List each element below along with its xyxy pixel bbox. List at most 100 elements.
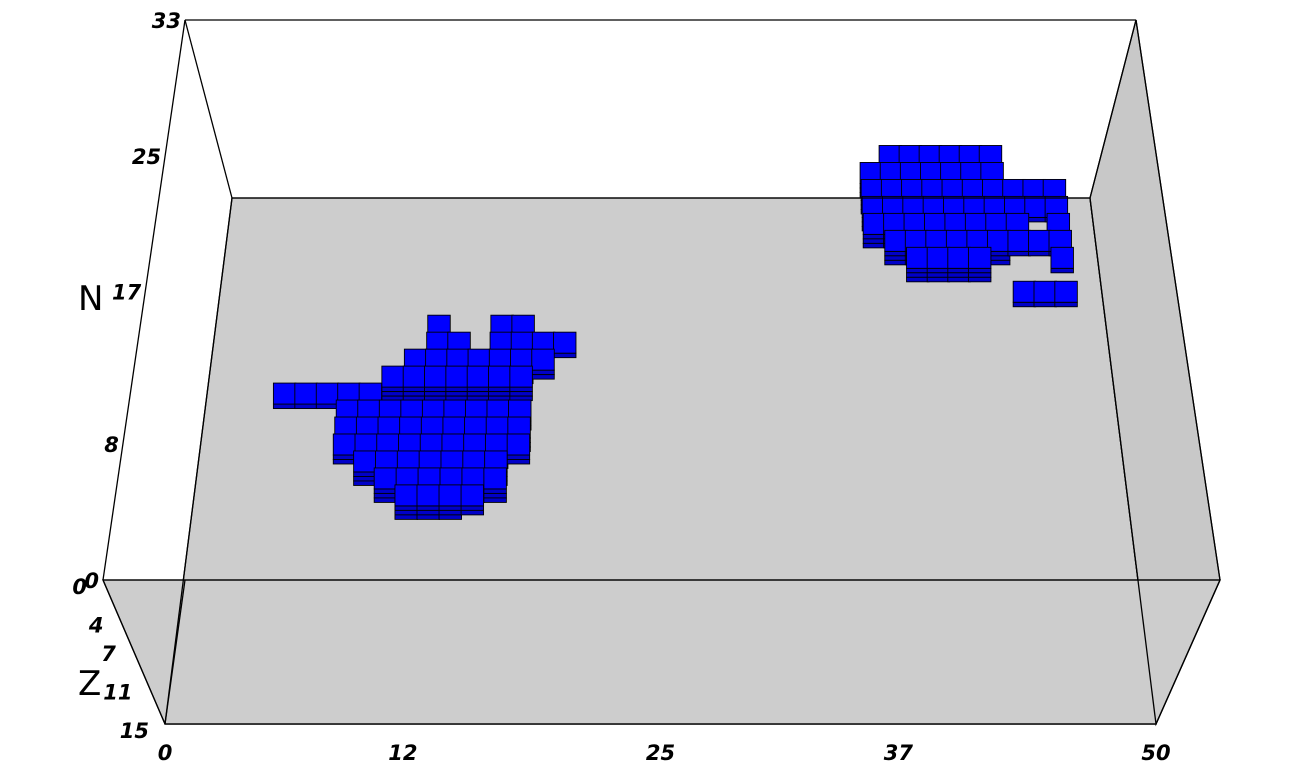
voxel-cube	[1054, 280, 1078, 303]
voxel-cube	[1007, 229, 1031, 252]
voxel-cube-side	[926, 267, 951, 274]
voxel-cube-side	[438, 509, 462, 516]
voxel-cube	[373, 467, 398, 490]
voxel-cube-side	[424, 386, 448, 393]
voxel-cube-side	[402, 386, 427, 393]
voxel-cube-side	[416, 509, 440, 516]
voxel-cube-side	[315, 403, 340, 410]
voxel-cube-side	[332, 454, 357, 460]
voxel-cube	[445, 365, 469, 388]
voxel-cube-side	[862, 233, 887, 240]
voxel-cube	[967, 246, 992, 269]
voxel-cube-side	[381, 386, 405, 393]
voxel-cube-side	[531, 374, 555, 380]
voxel-cube-side	[906, 272, 930, 278]
voxel-cube-side	[862, 242, 887, 249]
voxel-cube	[294, 382, 318, 405]
voxel-cube-side	[373, 492, 398, 499]
y-tick-label: 33	[152, 9, 181, 33]
voxel-cube-side	[884, 255, 908, 261]
voxel-cube	[926, 246, 951, 269]
voxel-cube	[509, 365, 533, 388]
voxel-cube-side	[294, 403, 318, 410]
voxel-cube	[1050, 246, 1074, 269]
voxel-cube	[460, 484, 485, 507]
voxel-cube-side	[332, 459, 357, 465]
voxel-cube-side	[272, 403, 297, 410]
voxel-cube	[394, 484, 418, 507]
voxel-cube	[353, 450, 377, 473]
voxel-cube-side	[1028, 250, 1052, 257]
voxel-cube-side	[445, 391, 469, 397]
voxel-cube-side	[531, 369, 555, 376]
voxel-cube	[402, 365, 427, 388]
voxel-cube-side	[553, 352, 577, 359]
voxel-cube-side	[353, 476, 377, 482]
voxel-cube-side	[906, 267, 930, 274]
voxel-cube-side	[506, 454, 531, 460]
voxel-cube-side	[353, 471, 377, 477]
x-tick-label: 12	[388, 741, 417, 765]
voxel-cube-side	[947, 272, 971, 278]
voxel-cube-side	[445, 386, 469, 393]
voxel-cube-side	[381, 391, 405, 397]
voxel-cube-side	[438, 505, 462, 511]
voxel-cube-side	[424, 391, 448, 397]
voxel-cube-side	[460, 509, 485, 516]
voxel-cube-side	[926, 272, 951, 278]
y-tick-label: 0	[84, 569, 99, 593]
voxel-cube-side	[416, 505, 440, 511]
voxel-cube-side	[947, 267, 971, 274]
x-tick-label: 37	[884, 741, 914, 765]
voxel-cube-side	[402, 391, 427, 397]
voxel-cube	[332, 433, 357, 456]
voxel-cube	[531, 348, 555, 371]
y-axis-title: N	[78, 279, 103, 319]
voxel-cube	[506, 433, 531, 456]
voxel-cube	[862, 212, 887, 235]
x-tick-label: 50	[1141, 741, 1170, 765]
voxel-cube-side	[488, 391, 512, 397]
x-tick-label: 0	[158, 741, 173, 765]
y-tick-label: 17	[112, 281, 142, 305]
voxel-cube-side	[947, 276, 971, 283]
voxel-cube-side	[373, 497, 398, 503]
z-tick-label: 15	[120, 719, 149, 743]
voxel-cube-side	[967, 267, 992, 274]
voxel-cube-side	[483, 488, 507, 494]
voxel-cube	[272, 382, 297, 405]
floor-face	[102, 579, 1222, 725]
voxel-cube-side	[884, 250, 908, 257]
voxel-cube-side	[416, 514, 440, 520]
y-tick-label: 25	[132, 145, 161, 169]
voxel-cube	[488, 365, 512, 388]
voxel-cube-side	[394, 505, 418, 511]
voxel-cube-side	[967, 272, 992, 278]
voxel-cube-side	[884, 259, 908, 266]
voxel-layer	[272, 145, 1078, 520]
voxel-cube-side	[483, 492, 507, 499]
axes-frame	[102, 19, 1221, 725]
voxel-cube-side	[466, 386, 491, 393]
voxel-cube	[906, 246, 930, 269]
z-tick-label: 0	[72, 575, 87, 599]
voxel-cube-side	[466, 391, 491, 397]
voxel-cube-side	[394, 514, 418, 520]
voxel-cube	[466, 365, 491, 388]
voxel-cube-side	[509, 386, 533, 393]
x-tick-label: 25	[646, 741, 675, 765]
voxel-cube-side	[967, 276, 992, 283]
voxel-cube	[483, 467, 507, 490]
voxel-cube-side	[1050, 267, 1074, 274]
voxel-cube-side	[506, 459, 531, 465]
z-tick-label: 7	[101, 642, 116, 666]
voxel-cube	[1033, 280, 1057, 303]
voxel-cube	[438, 484, 462, 507]
voxel-cube-side	[373, 488, 398, 494]
z-axis-title: Z	[78, 664, 101, 704]
voxel-cube-side	[1054, 301, 1078, 308]
voxel-cube	[381, 365, 405, 388]
voxel-cube-side	[438, 514, 462, 520]
